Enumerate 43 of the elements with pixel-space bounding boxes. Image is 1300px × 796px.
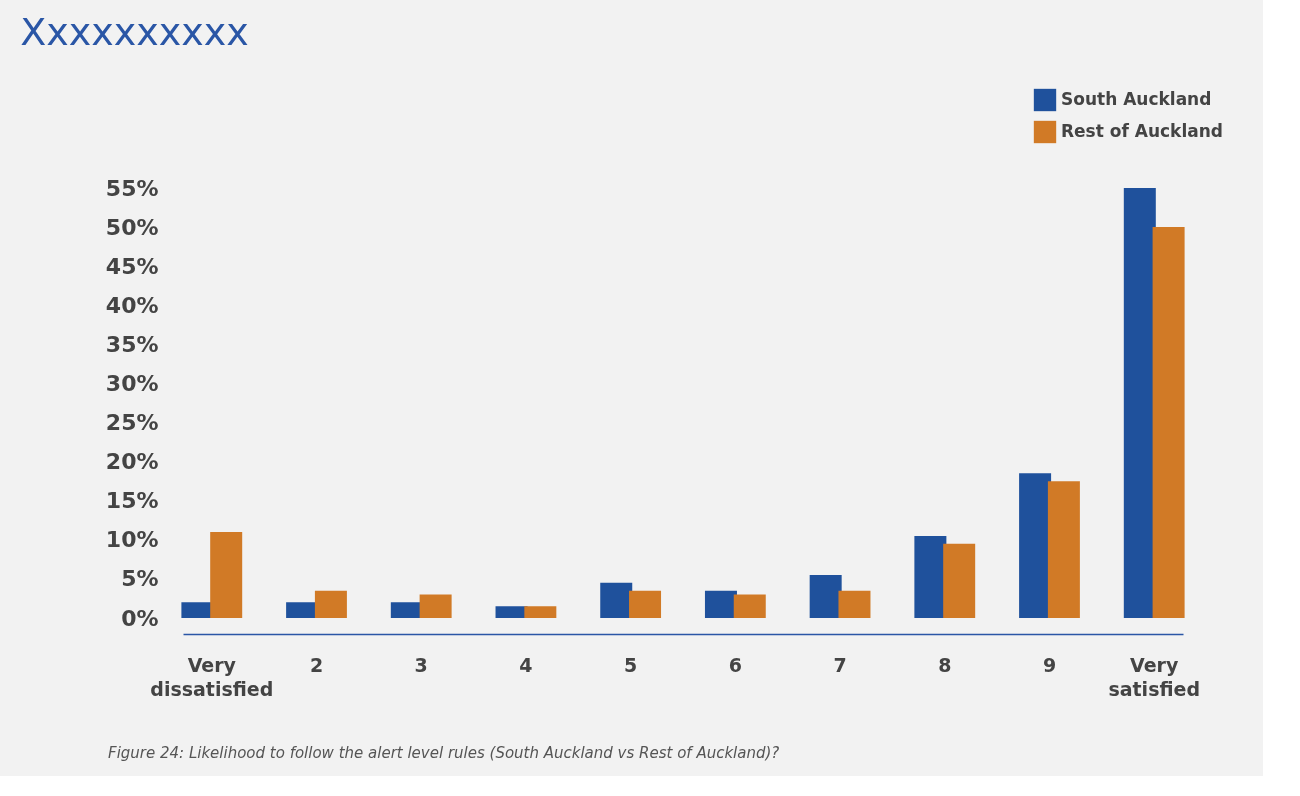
bar xyxy=(1019,473,1052,618)
y-tick-label: 15% xyxy=(105,488,159,514)
legend-label: South Auckland xyxy=(1061,89,1212,109)
y-tick-label: 10% xyxy=(105,527,159,553)
y-tick-label: 55% xyxy=(105,175,159,201)
y-tick-label: 20% xyxy=(105,449,159,475)
x-tick-label: 6 xyxy=(728,653,742,676)
bar xyxy=(1047,481,1080,618)
bar xyxy=(1152,227,1185,618)
bar xyxy=(314,590,347,618)
x-tick-label: Very dissatisfied xyxy=(150,653,274,700)
x-tick-label: 5 xyxy=(624,653,638,676)
x-tick-label: Very satisfied xyxy=(1108,653,1201,700)
y-tick-label: 40% xyxy=(105,292,159,318)
y-tick-label: 0% xyxy=(121,605,159,631)
bar xyxy=(733,594,766,618)
y-tick-label: 25% xyxy=(105,410,159,436)
bar xyxy=(914,535,947,618)
y-tick-label: 5% xyxy=(121,566,159,592)
bar xyxy=(629,590,662,618)
x-tick-label: 3 xyxy=(414,653,428,676)
y-tick-label: 35% xyxy=(105,331,159,357)
legend-label: Rest of Auckland xyxy=(1061,121,1223,141)
x-tick-label: 9 xyxy=(1042,653,1057,676)
bar xyxy=(704,590,737,618)
y-tick-label: 45% xyxy=(105,253,159,279)
x-tick-label: 7 xyxy=(833,653,847,676)
bar xyxy=(600,582,633,618)
bar xyxy=(1123,188,1156,618)
x-tick-label: 8 xyxy=(938,653,952,676)
caption: Figure 24: Likelihood to follow the alert level rules (South Auckland vs Rest of Auckland)? xyxy=(108,744,780,762)
bar xyxy=(390,602,423,618)
bar xyxy=(419,594,452,618)
bar xyxy=(210,532,243,618)
x-tick-label: 4 xyxy=(519,653,533,676)
y-tick-label: 50% xyxy=(105,214,159,240)
x-tick-label: 2 xyxy=(309,653,324,676)
bar xyxy=(943,543,976,618)
bar xyxy=(809,575,842,618)
y-tick-label: 30% xyxy=(105,370,159,396)
bar xyxy=(524,606,557,618)
chart-title: Xxxxxxxxxx xyxy=(20,10,249,54)
bar xyxy=(838,590,871,618)
